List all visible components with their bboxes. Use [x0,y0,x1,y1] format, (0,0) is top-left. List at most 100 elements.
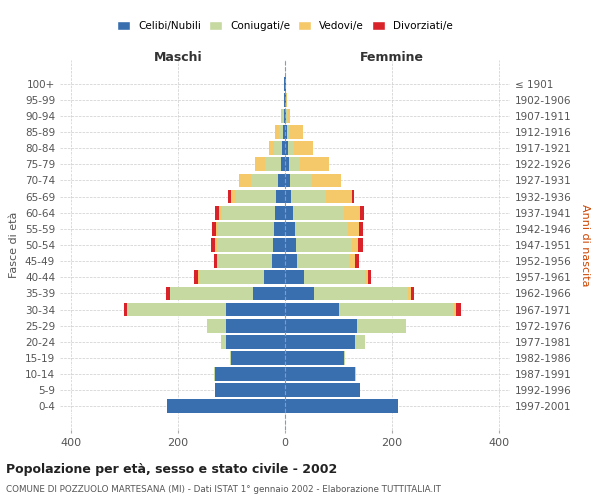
Text: Maschi: Maschi [154,52,202,64]
Bar [457,302,461,316]
Bar [355,367,356,381]
Bar [218,222,274,235]
Bar [360,206,364,220]
Bar [232,351,285,365]
Bar [294,142,313,155]
Bar [314,286,408,300]
Bar [454,302,457,316]
Bar [231,190,236,203]
Bar [217,254,218,268]
Bar [215,206,219,220]
Bar [285,351,344,365]
Bar [292,190,326,203]
Bar [285,190,292,203]
Bar [285,270,304,284]
Bar [124,302,127,316]
Bar [355,335,365,348]
Text: COMUNE DI POZZUOLO MARTESANA (MI) - Dati ISTAT 1° gennaio 2002 - Elaborazione TU: COMUNE DI POZZUOLO MARTESANA (MI) - Dati… [6,485,441,494]
Bar [127,302,226,316]
Bar [275,125,279,139]
Bar [312,174,341,188]
Bar [221,335,226,348]
Bar [300,158,329,171]
Bar [273,238,285,252]
Bar [272,254,285,268]
Bar [287,125,290,139]
Bar [285,206,293,220]
Legend: Celibi/Nubili, Coniugati/e, Vedovi/e, Divorziati/e: Celibi/Nubili, Coniugati/e, Vedovi/e, Di… [113,17,457,36]
Bar [296,238,352,252]
Bar [285,286,314,300]
Bar [255,158,265,171]
Bar [226,335,285,348]
Bar [211,238,215,252]
Bar [166,286,170,300]
Bar [167,400,285,413]
Bar [284,109,285,123]
Bar [287,109,290,123]
Bar [214,254,217,268]
Bar [236,190,277,203]
Bar [326,190,352,203]
Bar [218,254,272,268]
Bar [239,174,251,188]
Y-axis label: Anni di nascita: Anni di nascita [580,204,590,286]
Bar [368,270,371,284]
Bar [358,319,406,332]
Bar [208,319,226,332]
Bar [285,174,290,188]
Bar [230,351,232,365]
Bar [285,302,338,316]
Bar [214,367,215,381]
Bar [283,109,284,123]
Bar [226,319,285,332]
Bar [283,125,285,139]
Bar [338,302,454,316]
Bar [253,286,285,300]
Bar [290,174,312,188]
Bar [285,254,297,268]
Bar [217,238,273,252]
Text: Femmine: Femmine [360,52,424,64]
Bar [355,254,359,268]
Bar [215,238,217,252]
Bar [285,125,287,139]
Bar [281,109,283,123]
Bar [285,222,295,235]
Bar [269,142,274,155]
Bar [219,206,222,220]
Bar [170,286,253,300]
Bar [293,206,344,220]
Bar [290,125,303,139]
Bar [358,238,362,252]
Bar [297,254,350,268]
Bar [285,238,296,252]
Text: Popolazione per età, sesso e stato civile - 2002: Popolazione per età, sesso e stato civil… [6,462,337,475]
Bar [365,270,368,284]
Bar [408,286,411,300]
Bar [352,238,358,252]
Bar [251,174,277,188]
Bar [344,351,345,365]
Bar [359,222,363,235]
Bar [352,190,353,203]
Bar [222,206,275,220]
Bar [285,142,287,155]
Bar [274,222,285,235]
Bar [285,384,360,397]
Bar [285,109,286,123]
Bar [228,190,231,203]
Bar [283,142,285,155]
Bar [285,367,355,381]
Bar [344,206,360,220]
Bar [289,158,300,171]
Bar [287,142,294,155]
Bar [194,270,198,284]
Bar [265,158,281,171]
Bar [295,222,348,235]
Bar [277,190,285,203]
Bar [411,286,413,300]
Bar [281,158,285,171]
Bar [216,222,218,235]
Bar [285,319,358,332]
